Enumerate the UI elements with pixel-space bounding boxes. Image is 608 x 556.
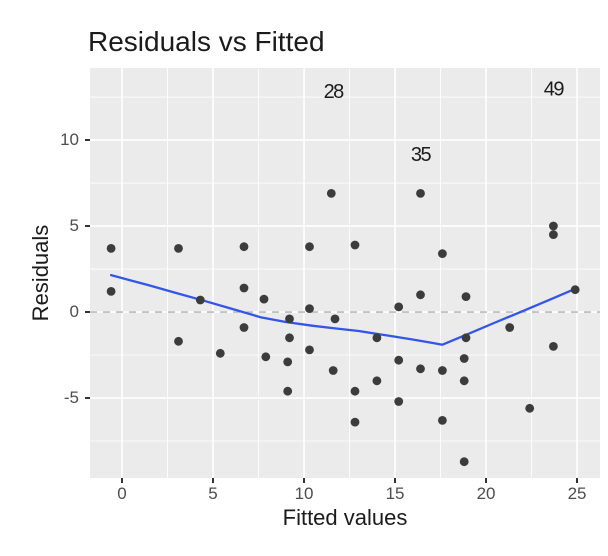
x-tick-mark (394, 478, 396, 483)
x-tick-label: 5 (208, 484, 218, 503)
data-point (438, 416, 447, 425)
data-point (461, 292, 471, 301)
y-tick-mark (85, 139, 90, 141)
data-point (215, 348, 225, 358)
data-point (239, 323, 249, 332)
y-tick-mark (85, 225, 90, 227)
data-point (549, 342, 558, 351)
data-point (570, 285, 580, 295)
data-point (283, 357, 293, 367)
data-point (438, 366, 447, 375)
data-point (328, 366, 338, 375)
y-tick-label: -5 (63, 388, 79, 408)
y-tick-label: 0 (69, 302, 79, 322)
x-tick-mark (121, 478, 123, 483)
data-point (459, 457, 469, 467)
data-point (416, 290, 425, 300)
data-point (326, 189, 336, 198)
data-point (239, 283, 249, 293)
data-point (305, 345, 314, 355)
data-point (305, 242, 314, 252)
data-point (350, 240, 360, 250)
data-point (261, 352, 271, 362)
x-tick-label: 20 (476, 484, 496, 503)
data-point (416, 189, 425, 198)
plot-canvas: 28 35 49 (90, 68, 600, 478)
outlier-label: 49 (544, 79, 565, 101)
data-point (174, 244, 183, 253)
data-point (372, 333, 382, 343)
data-point (285, 314, 294, 324)
data-point (461, 333, 471, 343)
y-tick-mark (85, 311, 90, 313)
outlier-label: 35 (411, 144, 432, 166)
x-tick-label: 25 (567, 484, 587, 503)
plot-panel: 28 35 49 (90, 68, 600, 478)
data-point (549, 221, 558, 231)
data-point (350, 417, 360, 427)
x-tick-mark (303, 478, 305, 483)
data-point (505, 323, 515, 332)
data-point (195, 295, 205, 305)
outlier-label: 28 (324, 81, 345, 103)
data-point (549, 230, 558, 240)
data-point (394, 397, 404, 406)
plot-title: Residuals vs Fitted (88, 26, 325, 57)
data-point (459, 376, 469, 386)
x-tick-mark (485, 478, 487, 483)
y-tick-label: 10 (60, 130, 79, 150)
x-tick-mark (576, 478, 578, 483)
data-point (416, 364, 425, 374)
data-point (285, 333, 294, 343)
data-point (394, 355, 404, 365)
data-point (106, 244, 116, 253)
data-point (239, 242, 249, 252)
data-point (394, 302, 404, 312)
data-point (525, 403, 535, 413)
data-point (174, 336, 183, 346)
x-tick-mark (212, 478, 214, 483)
data-point (106, 287, 116, 296)
smoother-line (109, 273, 577, 346)
data-point (438, 249, 447, 258)
y-tick-label: 5 (69, 216, 79, 236)
x-tick-label: 0 (117, 484, 127, 503)
x-tick-label: 10 (294, 484, 314, 503)
data-point (459, 354, 469, 363)
data-point (283, 386, 293, 396)
x-tick-label: 15 (385, 484, 405, 503)
data-point (259, 294, 269, 304)
data-point (330, 314, 340, 324)
y-tick-mark (85, 397, 90, 399)
x-axis-title: Fitted values (282, 505, 408, 530)
y-axis-title: Residuals (28, 224, 53, 322)
data-point (350, 386, 360, 396)
data-point (305, 304, 314, 313)
data-point (372, 376, 382, 386)
